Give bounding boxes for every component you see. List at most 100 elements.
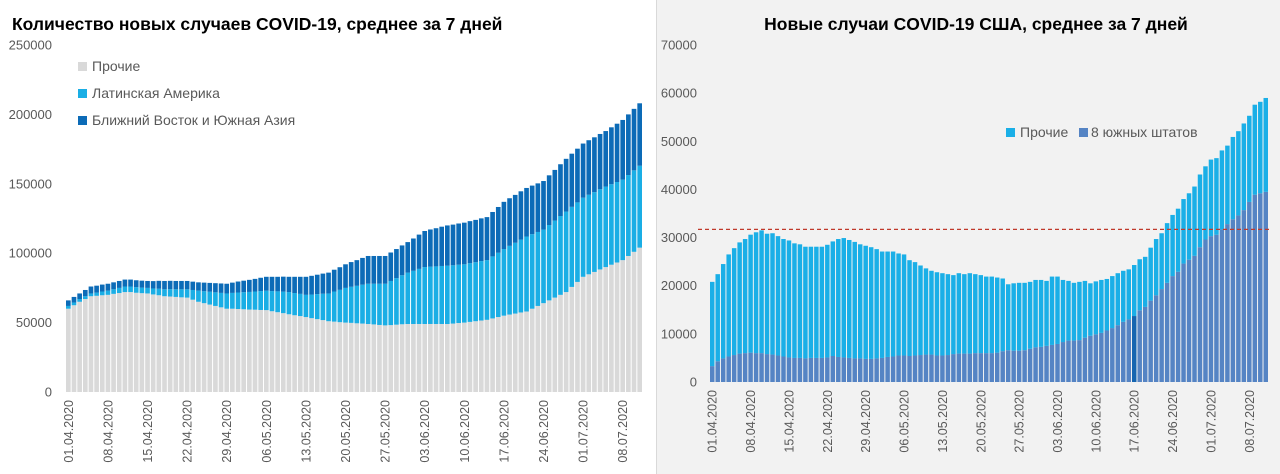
left-bar-base: [637, 247, 642, 392]
right-bar-base: [967, 353, 973, 382]
left-bar-base: [145, 293, 150, 392]
left-bar-segment-1: [614, 182, 620, 263]
left-bar-base: [575, 281, 580, 392]
left-bar-segment-2: [473, 219, 478, 263]
right-bar-base: [940, 355, 945, 382]
left-bar-base: [224, 308, 230, 392]
right-bar-base: [1115, 325, 1121, 382]
left-bar-segment-2: [320, 273, 326, 294]
left-bar-segment-1: [580, 197, 586, 277]
left-bar-base: [473, 321, 478, 392]
left-bar-segment-1: [541, 229, 546, 304]
left-bar-base: [331, 321, 337, 392]
left-bar-segment-2: [297, 276, 303, 294]
right-bar-base: [1016, 350, 1022, 382]
left-bar-base: [133, 292, 139, 392]
right-bar-segment-1: [918, 265, 923, 356]
right-bar-segment-1: [896, 253, 901, 356]
left-bar-segment-1: [597, 189, 603, 270]
right-bar-segment-1: [879, 251, 885, 358]
right-bar-base: [1241, 210, 1247, 382]
left-bar-segment-2: [263, 276, 269, 291]
left-bar-segment-2: [518, 191, 524, 240]
left-bar-base: [501, 315, 507, 392]
right-bar-segment-1: [748, 234, 753, 353]
left-bar-segment-2: [411, 238, 416, 271]
right-bar-segment-1: [742, 239, 748, 354]
right-bar-segment-1: [1110, 276, 1115, 329]
left-bar-segment-2: [173, 280, 179, 290]
left-y-tick-label: 150000: [9, 176, 52, 191]
right-bar-segment-1: [1005, 284, 1011, 351]
left-bar-segment-2: [105, 283, 111, 291]
right-bar-base: [1000, 351, 1005, 382]
right-bar-base: [1082, 337, 1088, 382]
left-bar-segment-2: [467, 221, 473, 264]
left-bar-segment-2: [145, 280, 150, 288]
left-bar-segment-1: [201, 291, 207, 304]
left-bar-segment-1: [337, 289, 343, 323]
left-bar-segment-1: [501, 249, 507, 316]
left-bar-segment-2: [88, 286, 94, 294]
right-x-tick-label: 15.04.2020: [782, 390, 796, 453]
right-bar-segment-1: [1170, 214, 1175, 277]
right-bar-segment-1: [775, 236, 781, 356]
right-bar-base: [1060, 342, 1066, 382]
left-bar-segment-2: [179, 280, 184, 290]
right-bar-segment-1: [857, 244, 863, 359]
right-bar-segment-1: [803, 246, 808, 359]
right-bar-segment-1: [901, 254, 907, 356]
right-bar-segment-1: [989, 276, 994, 354]
right-bar-base: [874, 358, 879, 382]
left-bar-base: [269, 311, 275, 392]
right-bar-segment-1: [1115, 273, 1121, 326]
right-bar-segment-1: [956, 273, 962, 354]
left-bar-segment-2: [558, 164, 563, 216]
left-bar-segment-2: [269, 276, 275, 292]
right-bar-base: [1197, 247, 1203, 382]
left-bar-segment-2: [184, 280, 190, 290]
left-bar-base: [586, 274, 592, 392]
left-x-tick-label: 22.04.2020: [181, 400, 195, 463]
left-bar-segment-1: [224, 293, 230, 309]
left-bar-segment-1: [473, 262, 478, 322]
left-bar-segment-2: [541, 181, 546, 230]
left-bar-base: [88, 296, 94, 392]
right-bar-base: [1131, 316, 1137, 382]
right-bar-segment-1: [994, 277, 1000, 353]
left-bar-segment-1: [365, 283, 371, 324]
right-bar-base: [753, 353, 759, 382]
left-bar-base: [247, 309, 252, 392]
left-bar-base: [122, 292, 128, 392]
left-bar-segment-1: [286, 292, 292, 315]
right-bar-base: [863, 358, 868, 382]
left-bar-base: [597, 269, 603, 392]
right-bar-base: [803, 358, 808, 382]
right-bar-base: [973, 353, 978, 382]
left-bar-segment-2: [507, 198, 512, 246]
left-bar-base: [592, 271, 597, 392]
right-bar-segment-1: [1192, 186, 1197, 256]
left-bar-segment-2: [377, 255, 382, 284]
left-bar-segment-1: [394, 278, 399, 325]
left-bar-base: [275, 312, 280, 392]
legend-swatch-middle-east-south-asia: [78, 115, 87, 125]
legend-swatch-others-us: [1006, 127, 1015, 137]
left-bar-segment-2: [546, 175, 552, 226]
left-bar-segment-2: [133, 280, 139, 288]
legend-item-southern-states: 8 южных штатов: [1079, 124, 1198, 140]
left-bar-segment-1: [88, 293, 94, 297]
left-bar-segment-1: [603, 186, 609, 268]
left-bar-base: [162, 296, 167, 392]
right-bar-segment-1: [1263, 97, 1268, 192]
left-bar-segment-1: [196, 290, 201, 302]
right-bar-segment-1: [868, 247, 874, 359]
left-bar-segment-2: [614, 123, 620, 182]
left-bar-base: [535, 305, 541, 392]
left-bar-base: [631, 251, 637, 392]
right-bar-base: [994, 352, 1000, 382]
right-bar-base: [1071, 340, 1077, 382]
right-bar-base: [759, 353, 764, 382]
right-y-tick-label: 70000: [661, 38, 697, 53]
left-bar-segment-2: [524, 187, 529, 237]
